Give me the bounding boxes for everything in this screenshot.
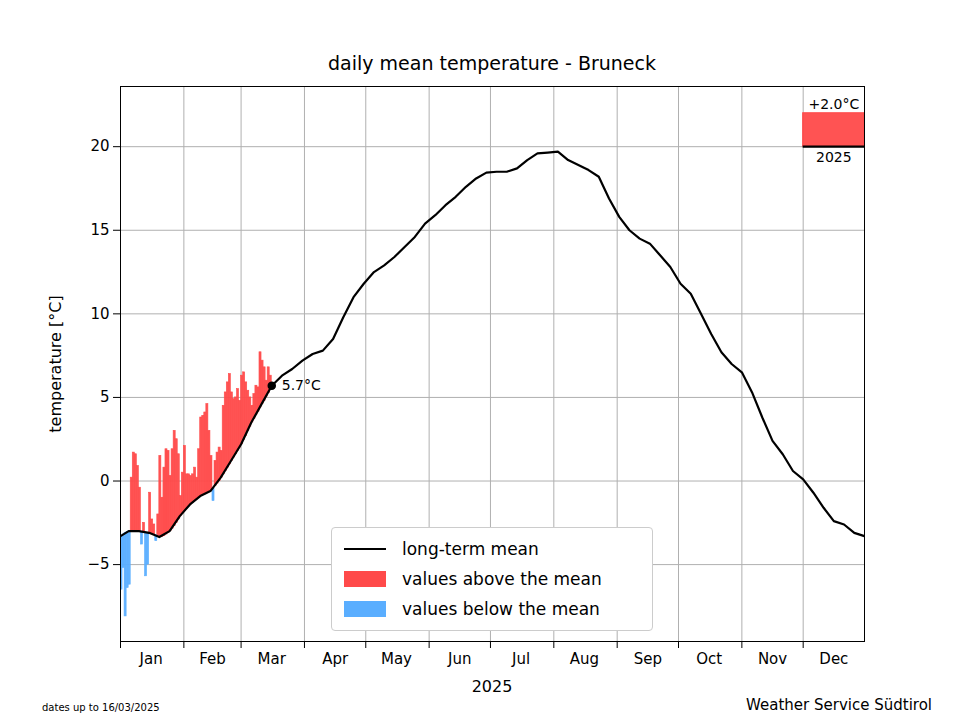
html-text:temperature [°C]: temperature [°C] bbox=[45, 294, 65, 433]
html-text:values above the mean: values above the mean bbox=[402, 569, 602, 589]
svg-text:+2.0°C: +2.0°C bbox=[808, 96, 859, 112]
svg-text:Apr: Apr bbox=[322, 650, 349, 668]
svg-text:Oct: Oct bbox=[696, 650, 722, 668]
svg-text:Jun: Jun bbox=[447, 650, 471, 668]
svg-text:0: 0 bbox=[100, 472, 110, 490]
svg-text:15: 15 bbox=[90, 221, 109, 239]
svg-text:10: 10 bbox=[90, 305, 109, 323]
html-text:dates up to 16/03/2025: dates up to 16/03/2025 bbox=[42, 702, 160, 713]
svg-text:−5: −5 bbox=[87, 555, 109, 573]
svg-text:5.7°C: 5.7°C bbox=[282, 377, 321, 393]
html-text:2025: 2025 bbox=[471, 677, 513, 696]
svg-text:Nov: Nov bbox=[758, 650, 787, 668]
html-text:Weather Service Südtirol: Weather Service Südtirol bbox=[746, 696, 932, 714]
html-text:values below the mean: values below the mean bbox=[402, 599, 600, 619]
svg-text:Mar: Mar bbox=[258, 650, 287, 668]
svg-text:Jan: Jan bbox=[139, 650, 163, 668]
svg-text:5: 5 bbox=[100, 388, 110, 406]
svg-text:Sep: Sep bbox=[634, 650, 662, 668]
svg-text:May: May bbox=[381, 650, 412, 668]
svg-text:Jul: Jul bbox=[511, 650, 530, 668]
html-text:daily mean temperature - Brune: daily mean temperature - Bruneck bbox=[328, 52, 656, 74]
svg-text:Dec: Dec bbox=[819, 650, 848, 668]
svg-text:Aug: Aug bbox=[570, 650, 599, 668]
svg-text:2025: 2025 bbox=[816, 149, 852, 165]
svg-text:20: 20 bbox=[90, 137, 109, 155]
html-text:long-term mean: long-term mean bbox=[402, 539, 539, 559]
svg-text:Feb: Feb bbox=[199, 650, 226, 668]
